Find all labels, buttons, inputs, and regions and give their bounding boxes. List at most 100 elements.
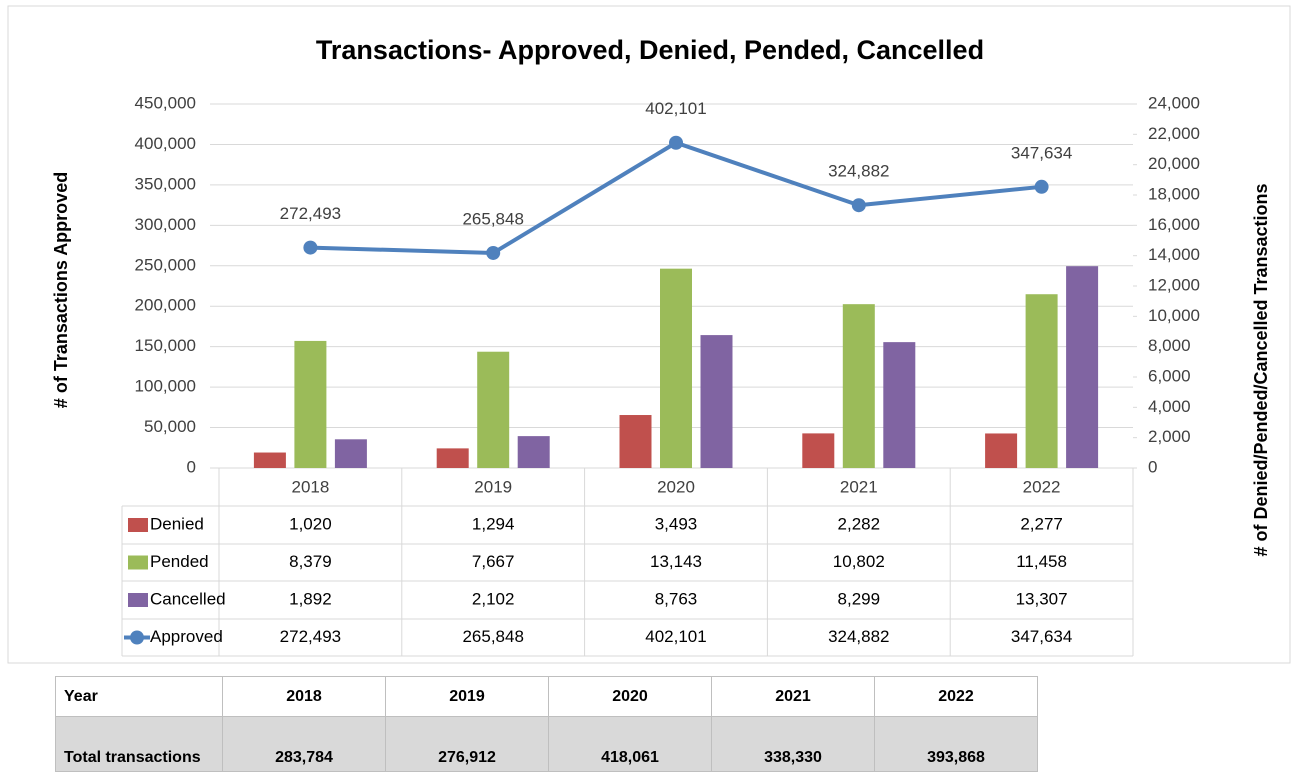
y-tick-label: 50,000 xyxy=(144,417,196,436)
bar xyxy=(517,436,550,468)
y2-tick-label: 18,000 xyxy=(1148,184,1200,203)
y2-tick-label: 12,000 xyxy=(1148,275,1200,294)
y2-tick-label: 14,000 xyxy=(1148,245,1200,264)
table-cell: Year xyxy=(55,676,223,717)
table-cell: 347,634 xyxy=(1011,627,1072,646)
table-cell: 2,282 xyxy=(838,514,881,533)
table-cell: 2019 xyxy=(385,676,549,717)
y-tick-label: 100,000 xyxy=(135,377,196,396)
table-cell: 1,294 xyxy=(472,514,515,533)
bar xyxy=(619,415,652,468)
bar xyxy=(700,335,733,468)
bar xyxy=(436,448,469,468)
bar xyxy=(334,439,367,468)
legend-key xyxy=(130,630,144,645)
legend-label: Pended xyxy=(150,552,209,571)
data-label: 402,101 xyxy=(645,99,706,118)
bar xyxy=(1025,294,1058,468)
y2-tick-label: 6,000 xyxy=(1148,366,1191,385)
table-cell: 11,458 xyxy=(1016,552,1067,571)
bar xyxy=(660,268,692,468)
table-cell: 13,307 xyxy=(1016,589,1068,608)
marker xyxy=(851,198,866,213)
x-tick-label: 2020 xyxy=(657,477,695,496)
table-row: Year 2018 2019 2020 2021 2022 xyxy=(55,676,1038,717)
y2-tick-label: 16,000 xyxy=(1148,215,1200,234)
table-cell: 8,379 xyxy=(289,552,332,571)
y2-tick-label: 24,000 xyxy=(1148,93,1200,112)
marker xyxy=(486,245,501,260)
bar xyxy=(253,452,286,468)
y2-tick-label: 0 xyxy=(1148,457,1157,476)
bar xyxy=(1066,266,1099,468)
table-cell: 2018 xyxy=(222,676,386,717)
table-cell: 2020 xyxy=(548,676,712,717)
y2-tick-label: 10,000 xyxy=(1148,306,1200,325)
table-cell: 1,892 xyxy=(289,589,332,608)
x-tick-label: 2018 xyxy=(291,477,329,496)
y2-axis-title: # of Denied/Pended/Cancelled Transaction… xyxy=(1251,183,1271,556)
marker xyxy=(1034,179,1049,194)
table-cell: 7,667 xyxy=(472,552,515,571)
table-cell: 2022 xyxy=(874,676,1038,717)
data-label: 272,493 xyxy=(280,204,341,223)
legend-key xyxy=(128,555,148,570)
y2-tick-label: 2,000 xyxy=(1148,427,1191,446)
table-cell: 3,493 xyxy=(655,514,698,533)
table-cell: 10,802 xyxy=(833,552,885,571)
x-tick-label: 2022 xyxy=(1023,477,1061,496)
bar xyxy=(802,433,835,468)
chart-title: Transactions- Approved, Denied, Pended, … xyxy=(316,35,984,65)
table-cell: 265,848 xyxy=(462,627,523,646)
table-cell: 1,020 xyxy=(289,514,332,533)
table-cell: 324,882 xyxy=(828,627,889,646)
summary-table: Year 2018 2019 2020 2021 2022 Total transactio… xyxy=(55,676,1038,772)
table-cell: 2,102 xyxy=(472,589,515,608)
y2-tick-label: 4,000 xyxy=(1148,397,1191,416)
chart: Transactions- Approved, Denied, Pended, … xyxy=(7,5,1291,664)
legend-label: Approved xyxy=(150,627,223,646)
table-cell: 2021 xyxy=(711,676,875,717)
table-cell: 8,763 xyxy=(655,589,698,608)
legend-key xyxy=(128,518,148,532)
table-cell: 272,493 xyxy=(280,627,341,646)
marker xyxy=(303,240,318,255)
y-tick-label: 450,000 xyxy=(135,93,196,112)
y-tick-label: 350,000 xyxy=(135,174,196,193)
bar xyxy=(294,340,327,468)
y-tick-label: 0 xyxy=(187,457,196,476)
x-tick-label: 2019 xyxy=(474,477,512,496)
y-tick-label: 200,000 xyxy=(135,296,196,315)
bar xyxy=(842,304,875,468)
y-tick-label: 400,000 xyxy=(135,134,196,153)
y2-tick-label: 8,000 xyxy=(1148,336,1191,355)
y-axis-title: # of Transactions Approved xyxy=(51,172,71,408)
bar xyxy=(985,433,1018,468)
table-row: Total transactions 283,784 276,912 418,061 3… xyxy=(55,716,1038,772)
data-label: 324,882 xyxy=(828,162,889,181)
table-cell: 283,784 xyxy=(222,716,386,772)
table-cell: Total transactions xyxy=(55,716,223,772)
data-label: 347,634 xyxy=(1011,143,1072,162)
y2-tick-label: 20,000 xyxy=(1148,154,1200,173)
table-cell: 338,330 xyxy=(711,716,875,772)
data-label: 265,848 xyxy=(462,209,523,228)
y-tick-label: 150,000 xyxy=(135,336,196,355)
table-cell: 8,299 xyxy=(838,589,881,608)
table-cell: 393,868 xyxy=(874,716,1038,772)
table-cell: 402,101 xyxy=(645,627,706,646)
table-cell: 2,277 xyxy=(1020,514,1063,533)
table-cell: 276,912 xyxy=(385,716,549,772)
table-cell: 418,061 xyxy=(548,716,712,772)
y-tick-label: 250,000 xyxy=(135,255,196,274)
legend-label: Cancelled xyxy=(150,589,226,608)
x-tick-label: 2021 xyxy=(840,477,878,496)
y-tick-label: 300,000 xyxy=(135,215,196,234)
legend-key xyxy=(128,593,148,607)
table-cell: 13,143 xyxy=(650,552,702,571)
y2-tick-label: 22,000 xyxy=(1148,124,1200,143)
bar xyxy=(477,351,510,468)
marker xyxy=(669,135,683,150)
legend-label: Denied xyxy=(150,514,204,533)
